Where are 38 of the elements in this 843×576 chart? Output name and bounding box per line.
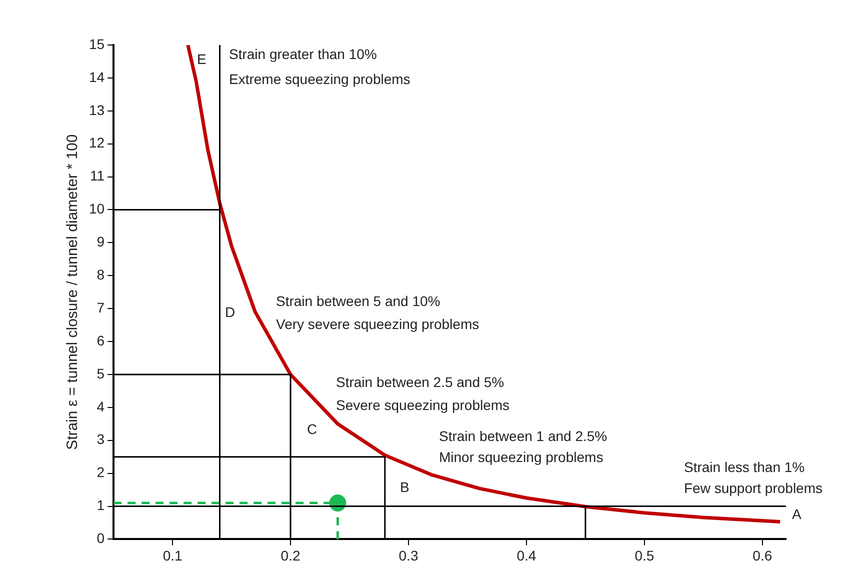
annotation: C <box>307 420 318 437</box>
annotation: Extreme squeezing problems <box>229 70 410 87</box>
y-tick-label: 4 <box>96 398 105 414</box>
annotation: E <box>197 50 206 67</box>
annotation: B <box>400 478 410 495</box>
x-tick-label: 0.1 <box>162 547 182 564</box>
y-tick-label: 12 <box>88 134 105 151</box>
y-tick-label: 11 <box>90 168 105 184</box>
annotation: Strain between 5 and 10% <box>276 292 440 309</box>
y-tick-label: 3 <box>96 431 105 448</box>
y-tick-label: 13 <box>88 102 105 118</box>
x-tick-label: 0.4 <box>516 547 536 564</box>
annotation: Very severe squeezing problems <box>276 316 480 332</box>
annotation: Strain less than 1% <box>684 458 805 475</box>
y-tick-label: 15 <box>88 36 105 52</box>
y-tick-label: 0 <box>96 530 105 546</box>
y-tick-label: 5 <box>96 365 105 382</box>
y-tick-label: 1 <box>96 497 105 514</box>
annotation: Strain greater than 10% <box>229 46 377 62</box>
annotation: Severe squeezing problems <box>336 396 510 413</box>
y-tick-label: 2 <box>96 464 105 480</box>
y-tick-label: 14 <box>88 68 105 85</box>
x-tick-label: 0.6 <box>752 547 772 564</box>
y-tick-label: 7 <box>96 299 105 316</box>
annotation: Few support problems <box>684 480 823 496</box>
annotation: Minor squeezing problems <box>439 448 604 465</box>
y-tick-label: 6 <box>96 332 105 348</box>
x-tick-label: 0.2 <box>280 547 300 564</box>
x-tick-label: 0.3 <box>398 547 418 564</box>
text: A <box>792 506 802 522</box>
annotation: Strain between 2.5 and 5% <box>336 374 504 390</box>
x-tick-label: 0.5 <box>634 547 654 564</box>
y-tick-label: 10 <box>88 200 105 217</box>
y-axis-title: Strain ε = tunnel closure / tunnel diameter * 100 <box>64 134 82 450</box>
annotation: D <box>225 304 236 320</box>
annotation: Strain between 1 and 2.5% <box>439 428 608 444</box>
y-tick-label: 9 <box>96 234 105 250</box>
y-tick-label: 8 <box>96 266 105 282</box>
